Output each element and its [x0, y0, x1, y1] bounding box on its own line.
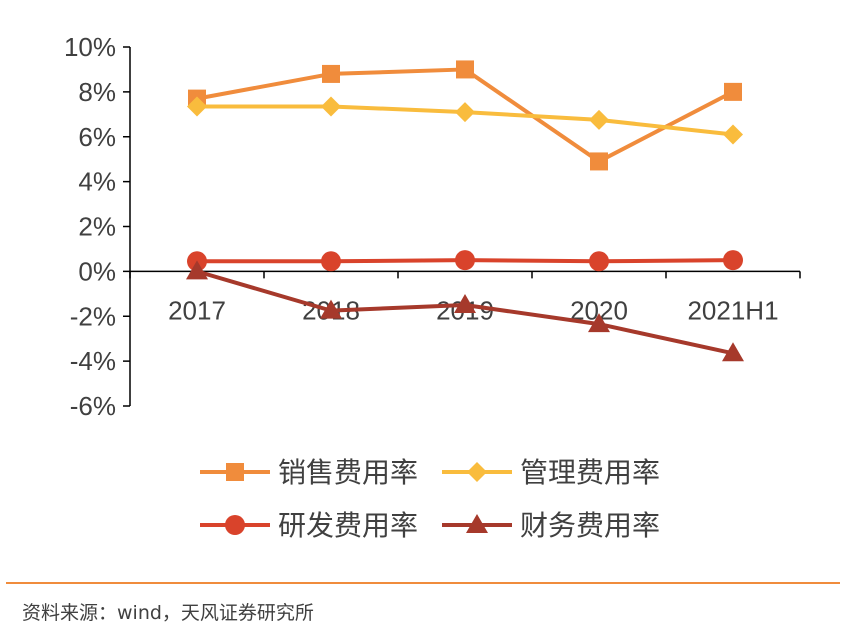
source-divider: [6, 582, 840, 584]
y-tick-label: -6%: [70, 391, 116, 421]
data-point: [186, 260, 208, 280]
data-point: [724, 82, 742, 101]
data-point: [456, 60, 474, 79]
source-note: 资料来源：wind，天风证券研究所: [22, 602, 314, 624]
legend-label: 销售费用率: [278, 456, 418, 489]
data-point: [722, 342, 744, 362]
y-tick-label: 0%: [78, 256, 116, 286]
data-point: [589, 251, 609, 272]
chart: 10%8%6%4%2%0%-2%-4%-6%201720182019202020…: [64, 32, 801, 542]
data-point: [187, 96, 207, 117]
data-point: [590, 152, 608, 171]
y-tick-label: 8%: [78, 77, 116, 107]
data-point: [723, 124, 743, 145]
x-tick-label: 2021H1: [687, 295, 778, 325]
series-2: [187, 96, 743, 145]
y-tick-label: 2%: [78, 212, 116, 242]
data-point: [589, 109, 609, 130]
data-point: [322, 64, 340, 83]
y-tick-label: 4%: [78, 167, 116, 197]
legend-marker: [467, 462, 487, 482]
data-point: [588, 313, 610, 333]
legend-item: 财务费用率: [442, 509, 660, 542]
legend-label: 财务费用率: [520, 509, 660, 542]
legend-item: 管理费用率: [442, 456, 660, 489]
legend-marker: [225, 515, 245, 535]
legend-marker: [226, 463, 244, 481]
y-tick-label: 10%: [64, 32, 116, 62]
data-point: [321, 251, 341, 272]
y-tick-label: -2%: [70, 301, 116, 331]
series-4: [186, 260, 744, 362]
x-tick-label: 2017: [168, 295, 226, 325]
legend-label: 管理费用率: [520, 456, 660, 489]
data-point: [455, 102, 475, 123]
line-chart: 10%8%6%4%2%0%-2%-4%-6%201720182019202020…: [64, 32, 801, 542]
data-point: [320, 299, 342, 319]
data-point: [321, 96, 341, 117]
data-point: [723, 250, 743, 271]
series-3: [187, 250, 743, 272]
legend-item: 销售费用率: [200, 456, 418, 489]
data-point: [455, 250, 475, 271]
legend-item: 研发费用率: [200, 509, 418, 542]
series-1: [188, 60, 742, 171]
data-point: [454, 294, 476, 314]
legend-marker: [466, 514, 488, 533]
legend-label: 研发费用率: [278, 509, 418, 542]
y-tick-label: -4%: [70, 346, 116, 376]
y-tick-label: 6%: [78, 122, 116, 152]
